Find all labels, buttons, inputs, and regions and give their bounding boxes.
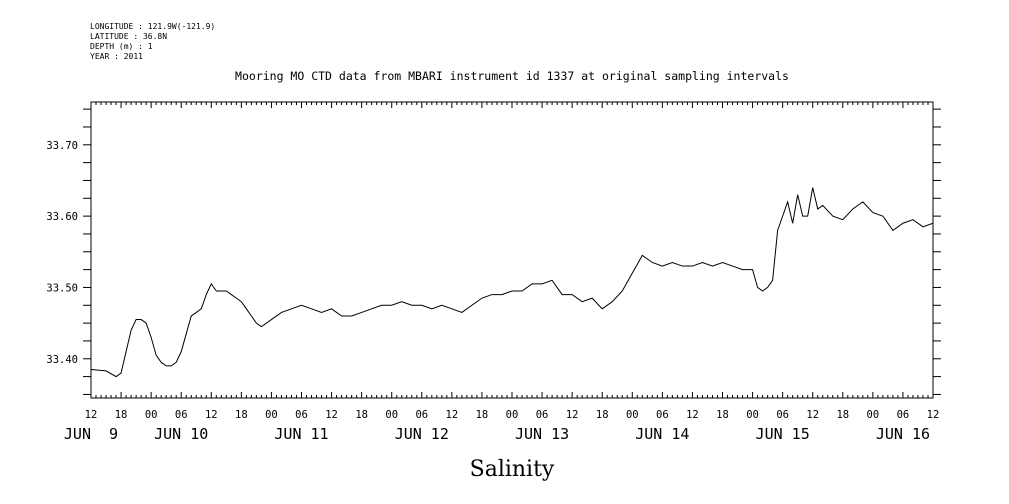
y-tick-label: 33.70 <box>46 140 78 152</box>
x-hour-tick-label: 00 <box>506 409 519 421</box>
y-tick-label: 33.60 <box>46 211 78 223</box>
x-hour-tick-label: 06 <box>295 409 308 421</box>
x-hour-tick-label: 18 <box>836 409 849 421</box>
y-tick-label: 33.50 <box>46 282 78 294</box>
x-hour-tick-label: 00 <box>867 409 880 421</box>
x-day-label: JUN 13 <box>515 425 569 443</box>
x-hour-tick-label: 06 <box>656 409 669 421</box>
y-tick-label: 33.40 <box>46 354 78 366</box>
x-hour-tick-label: 06 <box>415 409 428 421</box>
x-hour-tick-label: 00 <box>746 409 759 421</box>
x-axis-label: Salinity <box>470 457 555 482</box>
longitude-text: LONGITUDE : 121.9W(-121.9) <box>90 22 216 31</box>
latitude-text: LATITUDE : 36.8N <box>90 32 168 41</box>
x-hour-tick-label: 06 <box>776 409 789 421</box>
x-hour-tick-label: 18 <box>355 409 368 421</box>
x-hour-tick-label: 06 <box>175 409 188 421</box>
x-day-label: JUN 14 <box>635 425 689 443</box>
axis-ticks <box>83 102 941 398</box>
metadata-block: LONGITUDE : 121.9W(-121.9) LATITUDE : 36… <box>90 22 215 62</box>
x-hour-tick-label: 18 <box>235 409 248 421</box>
x-hour-tick-label: 12 <box>205 409 218 421</box>
plot-frame <box>90 101 934 399</box>
x-hour-tick-label: 18 <box>716 409 729 421</box>
x-hour-tick-label: 12 <box>806 409 819 421</box>
x-hour-tick-label: 12 <box>927 409 940 421</box>
x-hour-tick-label: 00 <box>265 409 278 421</box>
x-hour-tick-label: 18 <box>115 409 128 421</box>
x-hour-tick-label: 12 <box>325 409 338 421</box>
x-day-labels: JUN 9 JUN 10 JUN 11 JUN 12 JUN 13 JUN 14 JUN 1… <box>64 425 930 443</box>
x-day-label: JUN 15 <box>756 425 810 443</box>
year-text: YEAR : 2011 <box>90 52 143 61</box>
x-hour-tick-label: 18 <box>476 409 489 421</box>
x-day-label: JUN 12 <box>395 425 449 443</box>
x-day-label: JUN 16 <box>876 425 930 443</box>
x-day-label: JUN 11 <box>274 425 328 443</box>
x-hour-tick-label: 12 <box>686 409 699 421</box>
x-day-label: JUN 9 <box>64 425 118 443</box>
x-hour-tick-label: 00 <box>626 409 639 421</box>
x-day-label: JUN 10 <box>154 425 208 443</box>
y-tick-labels: 33.40 33.50 33.60 33.70 <box>46 140 78 366</box>
x-hour-tick-labels: 12 18 00 06 12 18 00 06 12 18 00 06 12 18 00 06 12 18 00 06… <box>85 409 940 421</box>
x-hour-tick-label: 06 <box>536 409 549 421</box>
x-hour-tick-label: 12 <box>446 409 459 421</box>
x-hour-tick-label: 12 <box>85 409 98 421</box>
x-hour-tick-label: 00 <box>145 409 158 421</box>
depth-text: DEPTH (m) : 1 <box>90 42 153 51</box>
x-hour-tick-label: 06 <box>897 409 910 421</box>
chart-title: Mooring MO CTD data from MBARI instrumen… <box>235 69 789 83</box>
x-hour-tick-label: 12 <box>566 409 579 421</box>
x-hour-tick-label: 18 <box>596 409 609 421</box>
salinity-series-line <box>90 187 934 378</box>
x-hour-tick-label: 00 <box>385 409 398 421</box>
